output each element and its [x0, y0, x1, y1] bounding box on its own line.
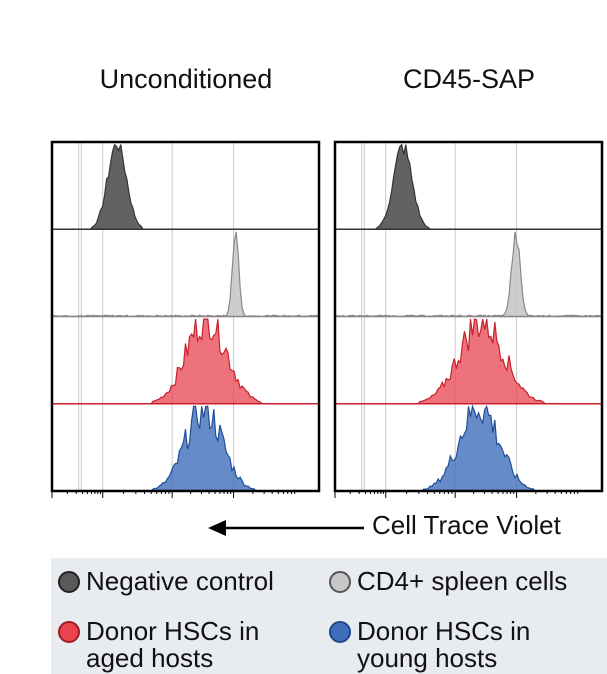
legend-label: Donor HSCs in young hosts [357, 616, 531, 673]
histogram-donor-hscs-in-aged-hosts-cd45-sap [336, 318, 601, 405]
legend-swatch-icon [329, 621, 351, 643]
histogram-donor-hscs-in-aged-hosts-unconditioned [53, 318, 318, 405]
x-axis-label: Cell Trace Violet [372, 510, 561, 540]
legend-swatch-icon [58, 621, 80, 643]
legend-swatch-icon [58, 571, 80, 593]
legend-swatch-icon [329, 571, 351, 593]
panel-title-unconditioned: Unconditioned [99, 64, 273, 94]
panel-frame [50, 140, 321, 493]
legend-item-young-hosts: Donor HSCs in young hosts [329, 618, 599, 672]
arrow-left-icon [208, 520, 364, 536]
panel-title-cd45-sap: CD45-SAP [402, 64, 536, 94]
legend-item-cd4-spleen: CD4+ spleen cells [329, 568, 567, 595]
legend-item-aged-hosts: Donor HSCs in aged hosts [58, 618, 303, 672]
legend-item-negative-control: Negative control [58, 568, 274, 595]
histogram-negative-control-cd45-sap [336, 143, 601, 230]
histogram-negative-control-unconditioned [53, 143, 318, 230]
legend-label: Donor HSCs in aged hosts [86, 616, 260, 673]
histogram-figure [50, 140, 604, 498]
histogram-donor-hscs-in-young-hosts-cd45-sap [337, 404, 600, 492]
legend-label: Negative control [86, 566, 274, 596]
histogram-donor-hscs-in-young-hosts-unconditioned [54, 405, 317, 492]
panel-frame [333, 140, 604, 493]
histogram-cd4-spleen-cells-cd45-sap [336, 231, 601, 318]
legend: Negative control CD4+ spleen cells Donor… [51, 558, 607, 674]
histogram-cd4-spleen-cells-unconditioned [53, 231, 318, 318]
legend-label: CD4+ spleen cells [357, 566, 568, 596]
